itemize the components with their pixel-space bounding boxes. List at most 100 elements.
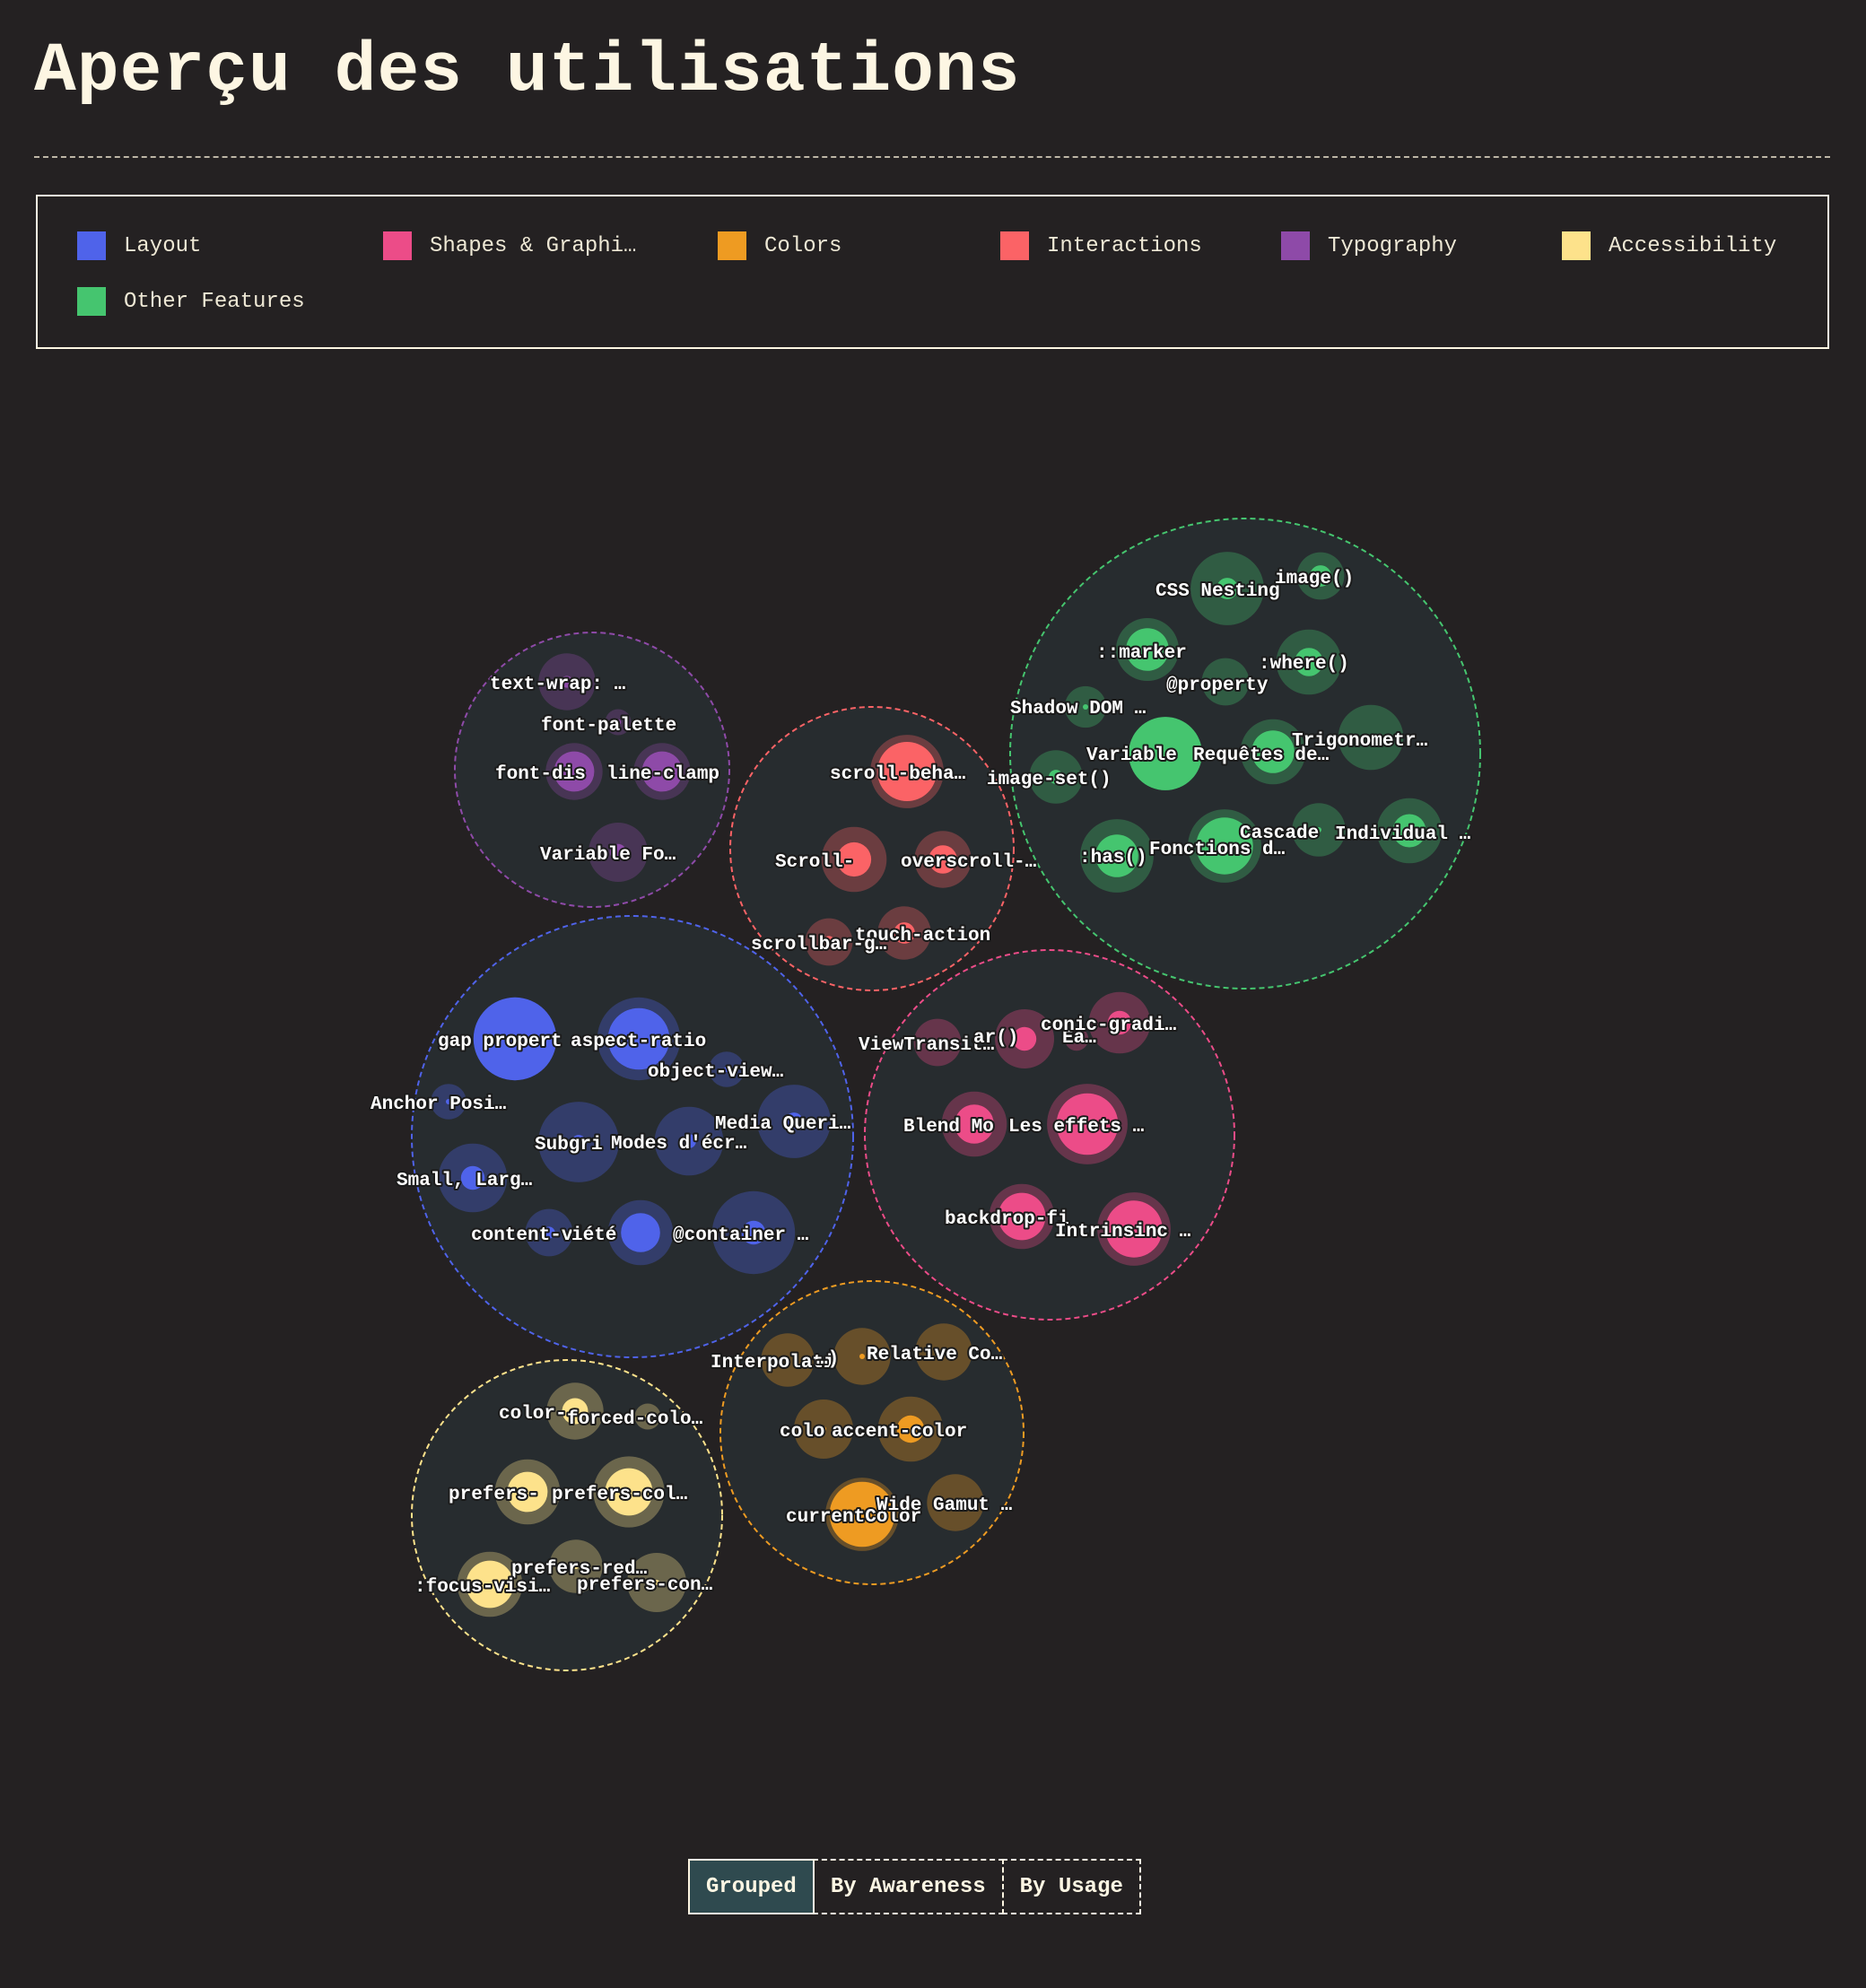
bubble-label: Requêtes de… [1193,746,1330,766]
usage-bubble[interactable] [573,1564,579,1569]
bubble-label: @property [1166,676,1269,696]
bubble-label: Modes d'écr… [611,1134,747,1155]
legend-item-typography[interactable]: Typography [1281,231,1457,261]
bubble-label: Fonctions d… [1149,840,1286,860]
bubble-label: …) [816,1349,839,1370]
usage-bubble[interactable] [896,1415,925,1443]
usage-bubble[interactable] [605,1468,653,1516]
usage-bubble[interactable] [607,1007,670,1070]
usage-bubble[interactable] [859,1354,865,1359]
usage-bubble[interactable] [1223,679,1228,684]
usage-bubble[interactable] [641,751,683,792]
usage-bubble[interactable] [1083,704,1088,710]
usage-bubble[interactable] [1216,578,1238,599]
legend: Layout Shapes & Graphi… Colors Interacti… [36,195,1829,349]
grouped-button[interactable]: Grouped [688,1859,815,1914]
bubble-label: Shadow DOM … [1010,699,1147,719]
usage-bubble[interactable] [615,719,622,726]
usage-bubble[interactable] [829,1481,895,1548]
usage-bubble[interactable] [1316,827,1321,833]
usage-bubble[interactable] [473,997,557,1081]
usage-bubble[interactable] [1056,1093,1119,1155]
usage-bubble[interactable] [561,676,573,688]
usage-bubble[interactable] [621,1213,660,1252]
by-awareness-button[interactable]: By Awareness [812,1859,1004,1914]
legend-item-layout[interactable]: Layout [77,231,201,261]
bubble-label: Interpolati [711,1353,835,1373]
usage-bubble[interactable] [654,1580,659,1585]
usage-bubble[interactable] [836,841,872,877]
bubble-label: prefers- [449,1485,539,1505]
usage-bubble[interactable] [1126,628,1169,671]
usage-bubble[interactable] [877,742,937,801]
bubble-label: image-set() [987,770,1112,790]
usage-bubble[interactable] [1368,735,1373,740]
usage-bubble[interactable] [741,1220,766,1245]
bubble-label: content-vis [471,1225,596,1246]
usage-bubble[interactable] [571,1135,586,1149]
legend-item-interactions[interactable]: Interactions [1000,231,1202,261]
legend-item-shapes[interactable]: Shapes & Graphi… [383,231,636,261]
usage-bubble[interactable] [785,1112,803,1130]
usage-bubble[interactable] [1392,814,1426,848]
bubble-label: CSS Nesting [1155,581,1280,602]
bubble-label: Les effets … [1008,1117,1145,1138]
usage-bubble[interactable] [955,1104,994,1144]
bubble-label: font-dis [495,764,586,785]
bubble-label: Wide Gamut … [876,1495,1013,1516]
usage-bubble[interactable] [953,1500,958,1505]
title-divider [34,156,1830,158]
bubble-label: forced-colo… [567,1409,703,1430]
usage-bubble[interactable] [562,1398,589,1425]
bubble-label: ViewTransit… [859,1035,995,1056]
usage-bubble[interactable] [929,845,957,874]
usage-bubble[interactable] [1012,1026,1037,1051]
usage-bubble[interactable] [1129,717,1202,790]
legend-swatch-colors [718,231,746,260]
bubble-label: :where() [1259,654,1349,675]
usage-bubble[interactable] [1049,770,1063,784]
usage-bubble[interactable] [645,1414,650,1419]
usage-bubble[interactable] [1310,565,1331,587]
usage-bubble[interactable] [1196,817,1253,875]
bubble-label: color- [499,1404,567,1425]
bubble-label: touch-action [855,926,990,946]
bubble-label: text-wrap: … [490,675,626,695]
usage-bubble[interactable] [998,1192,1046,1241]
legend-item-colors[interactable]: Colors [718,231,841,261]
usage-bubble[interactable] [466,1560,514,1609]
usage-bubble[interactable] [1107,1010,1132,1035]
usage-bubble[interactable] [934,1039,941,1046]
legend-item-accessibility[interactable]: Accessibility [1562,231,1776,261]
legend-swatch-typography [1281,231,1310,260]
usage-bubble[interactable] [821,1426,826,1432]
bubble-label: Cascade [1240,824,1319,844]
group-circle-colors [719,1280,1025,1585]
legend-swatch-other [77,287,106,316]
group-circle-interactions [729,706,1015,991]
usage-bubble[interactable] [724,1067,729,1072]
usage-bubble[interactable] [609,843,627,861]
usage-bubble[interactable] [1073,1035,1080,1042]
usage-bubble[interactable] [941,1349,946,1355]
usage-bubble[interactable] [894,922,915,944]
usage-bubble[interactable] [460,1165,485,1190]
bubble-label: Intrinsinc … [1055,1222,1191,1242]
usage-bubble[interactable] [446,1099,451,1104]
usage-bubble[interactable] [785,1357,790,1363]
usage-bubble[interactable] [543,1226,555,1239]
usage-bubble[interactable] [682,1134,696,1148]
usage-bubble[interactable] [823,936,835,948]
usage-bubble[interactable] [1251,730,1295,773]
usage-bubble[interactable] [1295,648,1323,676]
usage-bubble[interactable] [507,1471,548,1513]
by-usage-button[interactable]: By Usage [1001,1859,1141,1914]
usage-bubble[interactable] [1105,1200,1163,1258]
bubble-label: accent-color [832,1422,967,1443]
bubble-label: Variable [1086,746,1177,766]
bubble-label: Variable Fo… [540,845,676,866]
usage-bubble[interactable] [1095,834,1138,877]
usage-bubble[interactable] [554,751,595,792]
legend-item-other[interactable]: Other Features [77,286,305,317]
